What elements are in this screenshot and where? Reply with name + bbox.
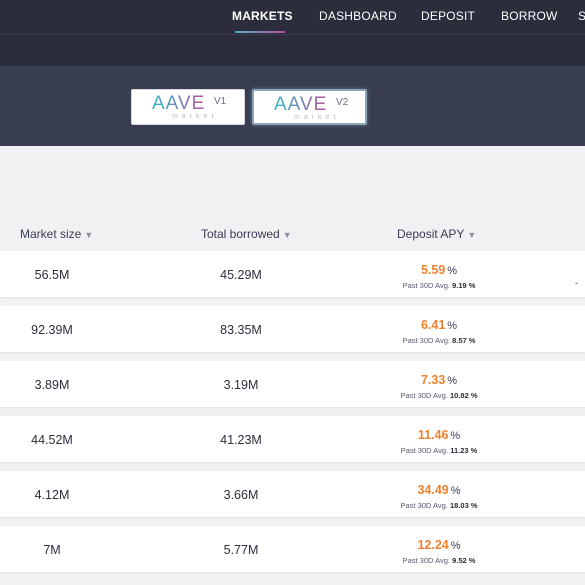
table-row[interactable]: 7M 5.77M 12.24% Past 30D Avg. 9.52 %	[0, 526, 585, 572]
avg-value: 8.57 %	[452, 336, 476, 345]
market-v1-button[interactable]: AAVE market V1	[131, 89, 245, 125]
nav-borrow[interactable]: BORROW	[501, 9, 558, 23]
deposit-apy-cell: 11.46% Past 30D Avg. 11.23 %	[384, 426, 494, 455]
market-size-cell: 3.89M	[34, 378, 70, 392]
percent-sign: %	[450, 430, 461, 442]
column-header-deposit-apy[interactable]: Deposit APY ▼	[397, 227, 476, 241]
table-row[interactable]: 92.39M 83.35M 6.41% Past 30D Avg. 8.57 %	[0, 306, 585, 352]
avg-label: Past 30D Avg.	[400, 391, 448, 400]
column-header-market-size[interactable]: Market size ▼	[20, 227, 93, 241]
sort-caret-icon: ▼	[467, 230, 477, 240]
column-header-label: Market size	[20, 227, 82, 241]
column-header-label: Deposit APY	[397, 227, 465, 241]
apy-value: 5.59	[420, 263, 446, 277]
avg-label: Past 30D Avg.	[402, 556, 450, 565]
avg-value: 9.19 %	[452, 281, 476, 290]
deposit-apy-cell: 6.41% Past 30D Avg. 8.57 %	[384, 316, 494, 345]
market-size-cell: 4.12M	[34, 488, 70, 502]
apy-value: 11.46	[417, 428, 449, 442]
sort-caret-icon: ▼	[282, 230, 292, 240]
market-v2-button[interactable]: AAVE market V2	[252, 89, 367, 125]
percent-sign: %	[447, 375, 458, 387]
avg-value: 9.52 %	[452, 556, 476, 565]
percent-sign: %	[450, 485, 461, 497]
sort-caret-icon: ▼	[84, 230, 94, 240]
market-size-cell: 7M	[43, 543, 61, 557]
column-header-total-borrowed[interactable]: Total borrowed ▼	[201, 227, 292, 241]
apy-value: 12.24	[417, 538, 449, 552]
nav-dashboard[interactable]: DASHBOARD	[319, 9, 397, 23]
apy-value: 34.49	[417, 483, 449, 497]
market-sub-label: market	[172, 113, 218, 120]
total-borrowed-cell: 5.77M	[223, 543, 259, 557]
nav-markets[interactable]: MARKETS	[232, 9, 293, 23]
total-borrowed-cell: 45.29M	[220, 268, 262, 282]
apy-value: 6.41	[420, 318, 446, 332]
percent-sign: %	[450, 540, 461, 552]
nav-deposit[interactable]: DEPOSIT	[421, 9, 476, 23]
avg-value: 11.23 %	[450, 446, 478, 455]
table-row[interactable]: 4.12M 3.66M 34.49% Past 30D Avg. 18.03 %	[0, 471, 585, 517]
percent-sign: %	[447, 320, 458, 332]
total-borrowed-cell: 3.66M	[223, 488, 259, 502]
avg-label: Past 30D Avg.	[402, 281, 450, 290]
deposit-apy-cell: 5.59% Past 30D Avg. 9.19 %	[384, 261, 494, 290]
table-row[interactable]: 44.52M 41.23M 11.46% Past 30D Avg. 11.23…	[0, 416, 585, 462]
aave-logo: AAVE	[152, 93, 206, 114]
total-borrowed-cell: 41.23M	[220, 433, 262, 447]
sub-navigation-bar	[0, 35, 585, 66]
active-tab-indicator	[235, 31, 285, 33]
market-version: V2	[336, 97, 349, 108]
market-size-cell: 92.39M	[31, 323, 73, 337]
market-version: V1	[214, 96, 227, 107]
market-size-cell: 56.5M	[34, 268, 70, 282]
deposit-apy-cell: 7.33% Past 30D Avg. 10.82 %	[384, 371, 494, 400]
avg-label: Past 30D Avg.	[400, 501, 448, 510]
table-row[interactable]: 3.89M 3.19M 7.33% Past 30D Avg. 10.82 %	[0, 361, 585, 407]
table-row[interactable]: 56.5M 45.29M 5.59% Past 30D Avg. 9.19 % …	[0, 251, 585, 297]
deposit-apy-cell: 34.49% Past 30D Avg. 18.03 %	[384, 481, 494, 510]
top-navigation: MARKETS DASHBOARD DEPOSIT BORROW S	[0, 0, 585, 34]
nav-more[interactable]: S	[578, 9, 585, 23]
avg-label: Past 30D Avg.	[400, 446, 449, 455]
clipped-cell-edge: -	[575, 278, 578, 288]
nav-divider	[0, 34, 585, 35]
deposit-apy-cell: 12.24% Past 30D Avg. 9.52 %	[384, 536, 494, 565]
avg-label: Past 30D Avg.	[402, 336, 450, 345]
aave-logo: AAVE	[274, 94, 328, 115]
total-borrowed-cell: 83.35M	[220, 323, 262, 337]
column-header-label: Total borrowed	[201, 227, 280, 241]
avg-value: 18.03 %	[449, 501, 478, 510]
apy-value: 7.33	[420, 373, 446, 387]
total-borrowed-cell: 3.19M	[223, 378, 259, 392]
percent-sign: %	[447, 265, 458, 277]
market-size-cell: 44.52M	[31, 433, 73, 447]
market-sub-label: market	[294, 114, 340, 121]
avg-value: 10.82 %	[449, 391, 478, 400]
